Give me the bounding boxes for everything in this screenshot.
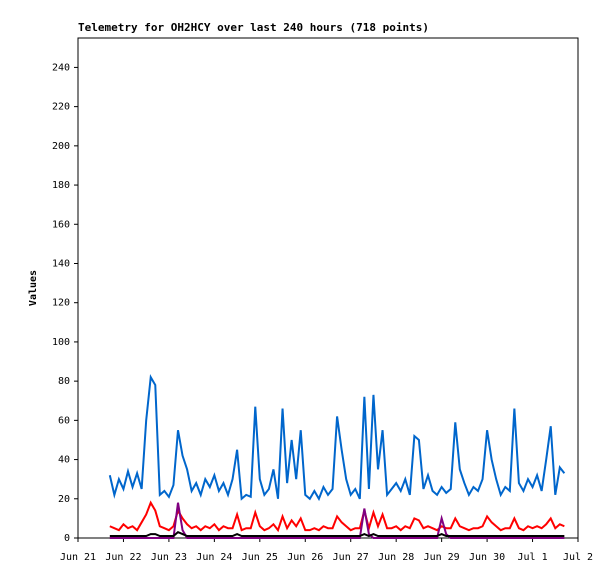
y-tick-label: 100 xyxy=(52,337,70,348)
x-tick-label: Jul 2 xyxy=(563,552,593,563)
y-tick-label: 0 xyxy=(64,533,70,544)
x-tick-label: Jun 26 xyxy=(287,552,323,563)
y-tick-label: 60 xyxy=(58,415,70,426)
y-tick-label: 80 xyxy=(58,376,70,387)
x-tick-label: Jun 22 xyxy=(105,552,141,563)
y-tick-label: 140 xyxy=(52,258,70,269)
x-tick-label: Jun 25 xyxy=(242,552,278,563)
plot-frame xyxy=(77,37,579,539)
y-axis-label: Values xyxy=(28,270,39,306)
x-tick-label: Jul 1 xyxy=(517,552,547,563)
y-tick-label: 20 xyxy=(58,494,70,505)
series-line xyxy=(109,530,565,538)
y-tick-label: 240 xyxy=(52,62,70,73)
y-tick-label: 160 xyxy=(52,219,70,230)
x-tick-label: Jun 30 xyxy=(469,552,505,563)
chart-title: Telemetry for OH2HCY over last 240 hours… xyxy=(78,21,429,34)
x-tick-label: Jun 29 xyxy=(424,552,460,563)
x-tick-label: Jun 23 xyxy=(151,552,187,563)
x-tick-label: Jun 24 xyxy=(196,552,232,563)
y-tick-label: 40 xyxy=(58,455,70,466)
y-tick-label: 180 xyxy=(52,180,70,191)
series-line xyxy=(108,374,566,502)
x-tick-label: Jun 27 xyxy=(333,552,369,563)
y-tick-label: 220 xyxy=(52,102,70,113)
y-tick-label: 200 xyxy=(52,141,70,152)
y-tick-label: 120 xyxy=(52,298,70,309)
x-tick-label: Jun 28 xyxy=(378,552,414,563)
series-line xyxy=(109,500,565,533)
x-tick-label: Jun 21 xyxy=(60,552,96,563)
